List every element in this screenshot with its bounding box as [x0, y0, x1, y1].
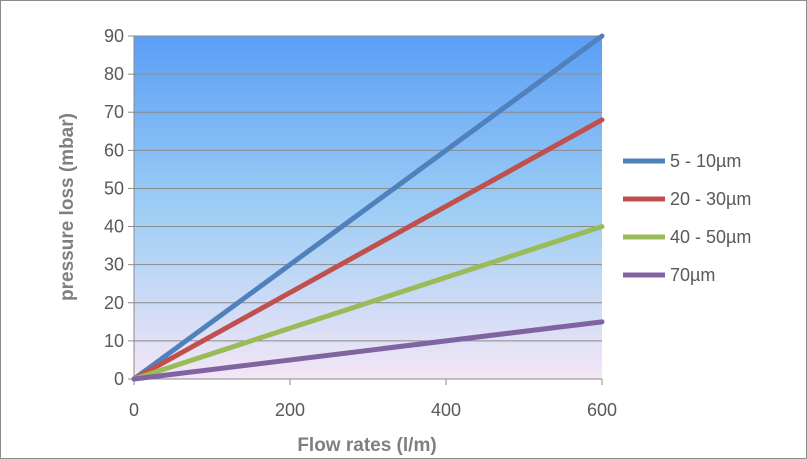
- y-tick-label: 30: [104, 255, 124, 275]
- y-tick-label: 70: [104, 102, 124, 122]
- y-tick-label: 80: [104, 64, 124, 84]
- legend-label: 70µm: [670, 265, 715, 285]
- x-tick-label: 400: [431, 400, 461, 420]
- y-tick-label: 50: [104, 178, 124, 198]
- y-tick-labels: 0 10 20 30 40 50 60 70 80 90: [104, 26, 124, 389]
- x-tick-label: 0: [129, 400, 139, 420]
- legend-label: 40 - 50µm: [670, 227, 751, 247]
- legend: 5 - 10µm 20 - 30µm 40 - 50µm 70µm: [623, 151, 751, 285]
- series-line: [131, 224, 605, 382]
- series-line: [131, 319, 605, 382]
- x-tick-labels: 0 200 400 600: [129, 400, 617, 420]
- y-tick-label: 90: [104, 26, 124, 46]
- gridlines: [134, 35, 602, 342]
- y-tick-label: 10: [104, 331, 124, 351]
- x-tick-label: 200: [275, 400, 305, 420]
- legend-label: 5 - 10µm: [670, 151, 741, 171]
- legend-label: 20 - 30µm: [670, 189, 751, 209]
- series-line: [131, 33, 605, 382]
- y-axis-title: pressure loss (mbar): [57, 113, 78, 301]
- series-lines: [131, 33, 605, 382]
- axes: [128, 35, 603, 385]
- y-tick-label: 0: [114, 369, 124, 389]
- y-tick-label: 40: [104, 217, 124, 237]
- y-tick-label: 60: [104, 140, 124, 160]
- x-tick-label: 600: [587, 400, 617, 420]
- y-tick-label: 20: [104, 293, 124, 313]
- x-axis-title: Flow rates (l/m): [297, 435, 436, 456]
- series-line: [131, 117, 605, 382]
